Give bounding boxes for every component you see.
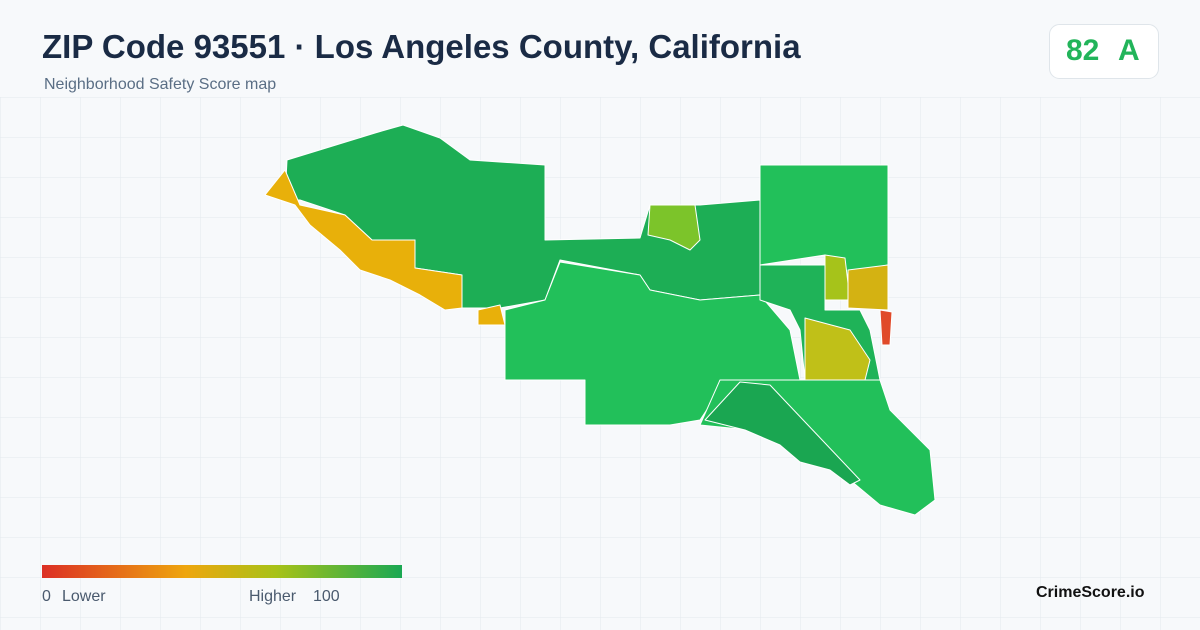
area [647,204,701,251]
legend-min: 0 [42,588,51,605]
legend-min-label: Lower [62,588,106,605]
score-grade: A [1118,34,1140,67]
subtitle: Neighborhood Safety Score map [44,76,277,93]
brand: CrimeScore.io [1036,584,1145,601]
title: ZIP Code 93551 · Los Angeles County, Cal… [42,28,801,65]
legend-bar [42,565,402,578]
area [804,317,871,381]
area [879,309,893,346]
area [847,264,889,311]
score-badge [1049,24,1159,79]
area [704,381,861,486]
area [264,169,463,311]
score-value: 82 [1066,34,1100,67]
legend-max-label: Higher [249,588,297,605]
zip-areas [264,124,936,516]
legend-max: 100 [313,588,340,605]
